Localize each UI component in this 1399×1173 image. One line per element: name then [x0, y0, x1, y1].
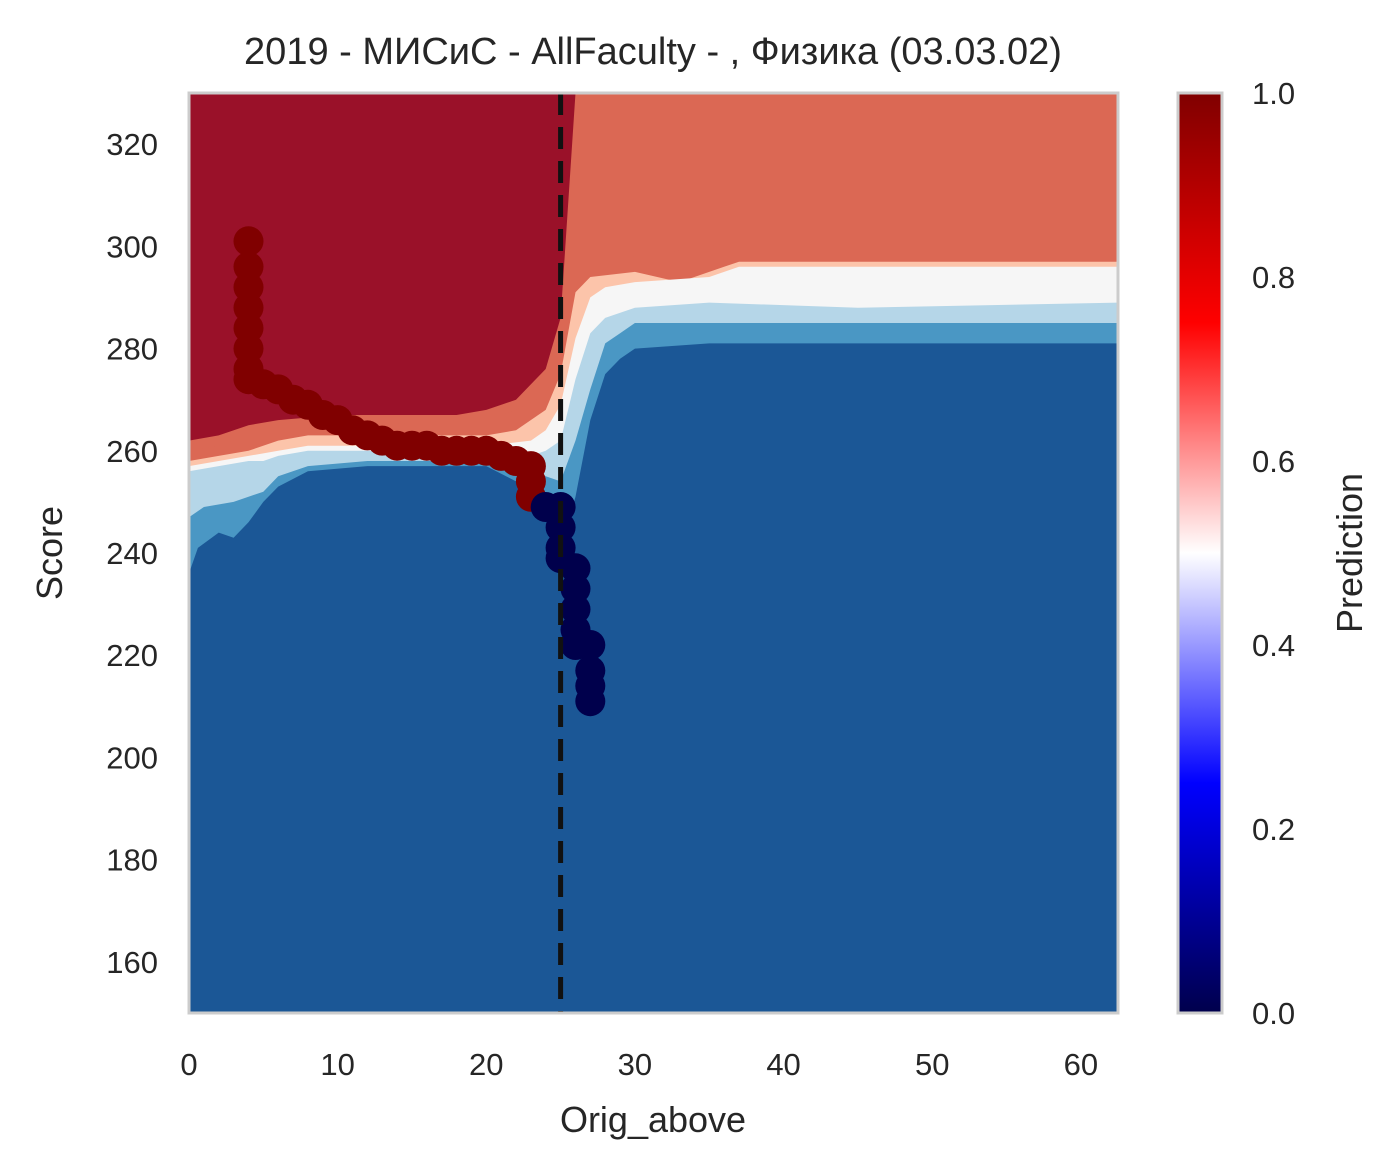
data-markers — [233, 226, 606, 717]
colorbar-tick-label: 0.8 — [1252, 260, 1295, 295]
data-point-1-2 — [545, 512, 576, 543]
y-tick-label: 200 — [106, 740, 158, 775]
x-tick-label: 50 — [915, 1047, 949, 1082]
contour-region-0 — [189, 343, 1118, 1013]
x-tick-label: 20 — [469, 1047, 503, 1082]
x-axis-label: Orig_above — [560, 1099, 746, 1140]
data-point-0-0 — [233, 226, 264, 257]
chart-title: 2019 - МИСиС - AllFaculty - , Физика (03… — [244, 31, 1062, 73]
plot-frame — [187, 91, 1120, 1015]
x-tick-label: 0 — [180, 1047, 197, 1082]
x-tick-label: 30 — [618, 1047, 652, 1082]
colorbar-tick-label: 1.0 — [1252, 76, 1295, 111]
y-tick-label: 220 — [106, 638, 158, 673]
data-point-1-13 — [575, 686, 606, 717]
y-tick-label: 260 — [106, 434, 158, 469]
y-tick-label: 320 — [106, 127, 158, 162]
y-tick-label: 240 — [106, 536, 158, 571]
x-tick-label: 40 — [766, 1047, 800, 1082]
y-tick-label: 180 — [106, 843, 158, 878]
colorbar-tick-label: 0.6 — [1252, 444, 1295, 479]
x-tick-label: 10 — [320, 1047, 354, 1082]
prediction-contours — [189, 93, 1118, 1013]
colorbar — [1176, 91, 1224, 1015]
x-tick-label: 60 — [1064, 1047, 1098, 1082]
y-tick-label: 300 — [106, 229, 158, 264]
colorbar-ticks: 0.0 0.2 0.4 0.6 0.8 1.0 — [1252, 76, 1295, 1031]
data-point-1-5 — [560, 553, 591, 584]
colorbar-label: Prediction — [1329, 473, 1370, 633]
y-axis-ticks: 160 180 200 220 240 260 280 300 320 — [106, 127, 158, 980]
colorbar-tick-label: 0.2 — [1252, 812, 1295, 847]
data-point-0-2 — [233, 272, 264, 303]
data-point-1-7 — [560, 594, 591, 625]
data-point-0-4 — [233, 313, 264, 344]
y-tick-label: 280 — [106, 332, 158, 367]
colorbar-tick-label: 0.0 — [1252, 996, 1295, 1031]
data-point-1-10 — [575, 630, 606, 660]
colorbar-tick-label: 0.4 — [1252, 628, 1295, 663]
x-axis-ticks: 0 10 20 30 40 50 60 — [180, 1047, 1098, 1082]
y-axis-label: Score — [29, 506, 70, 600]
y-tick-label: 160 — [106, 945, 158, 980]
